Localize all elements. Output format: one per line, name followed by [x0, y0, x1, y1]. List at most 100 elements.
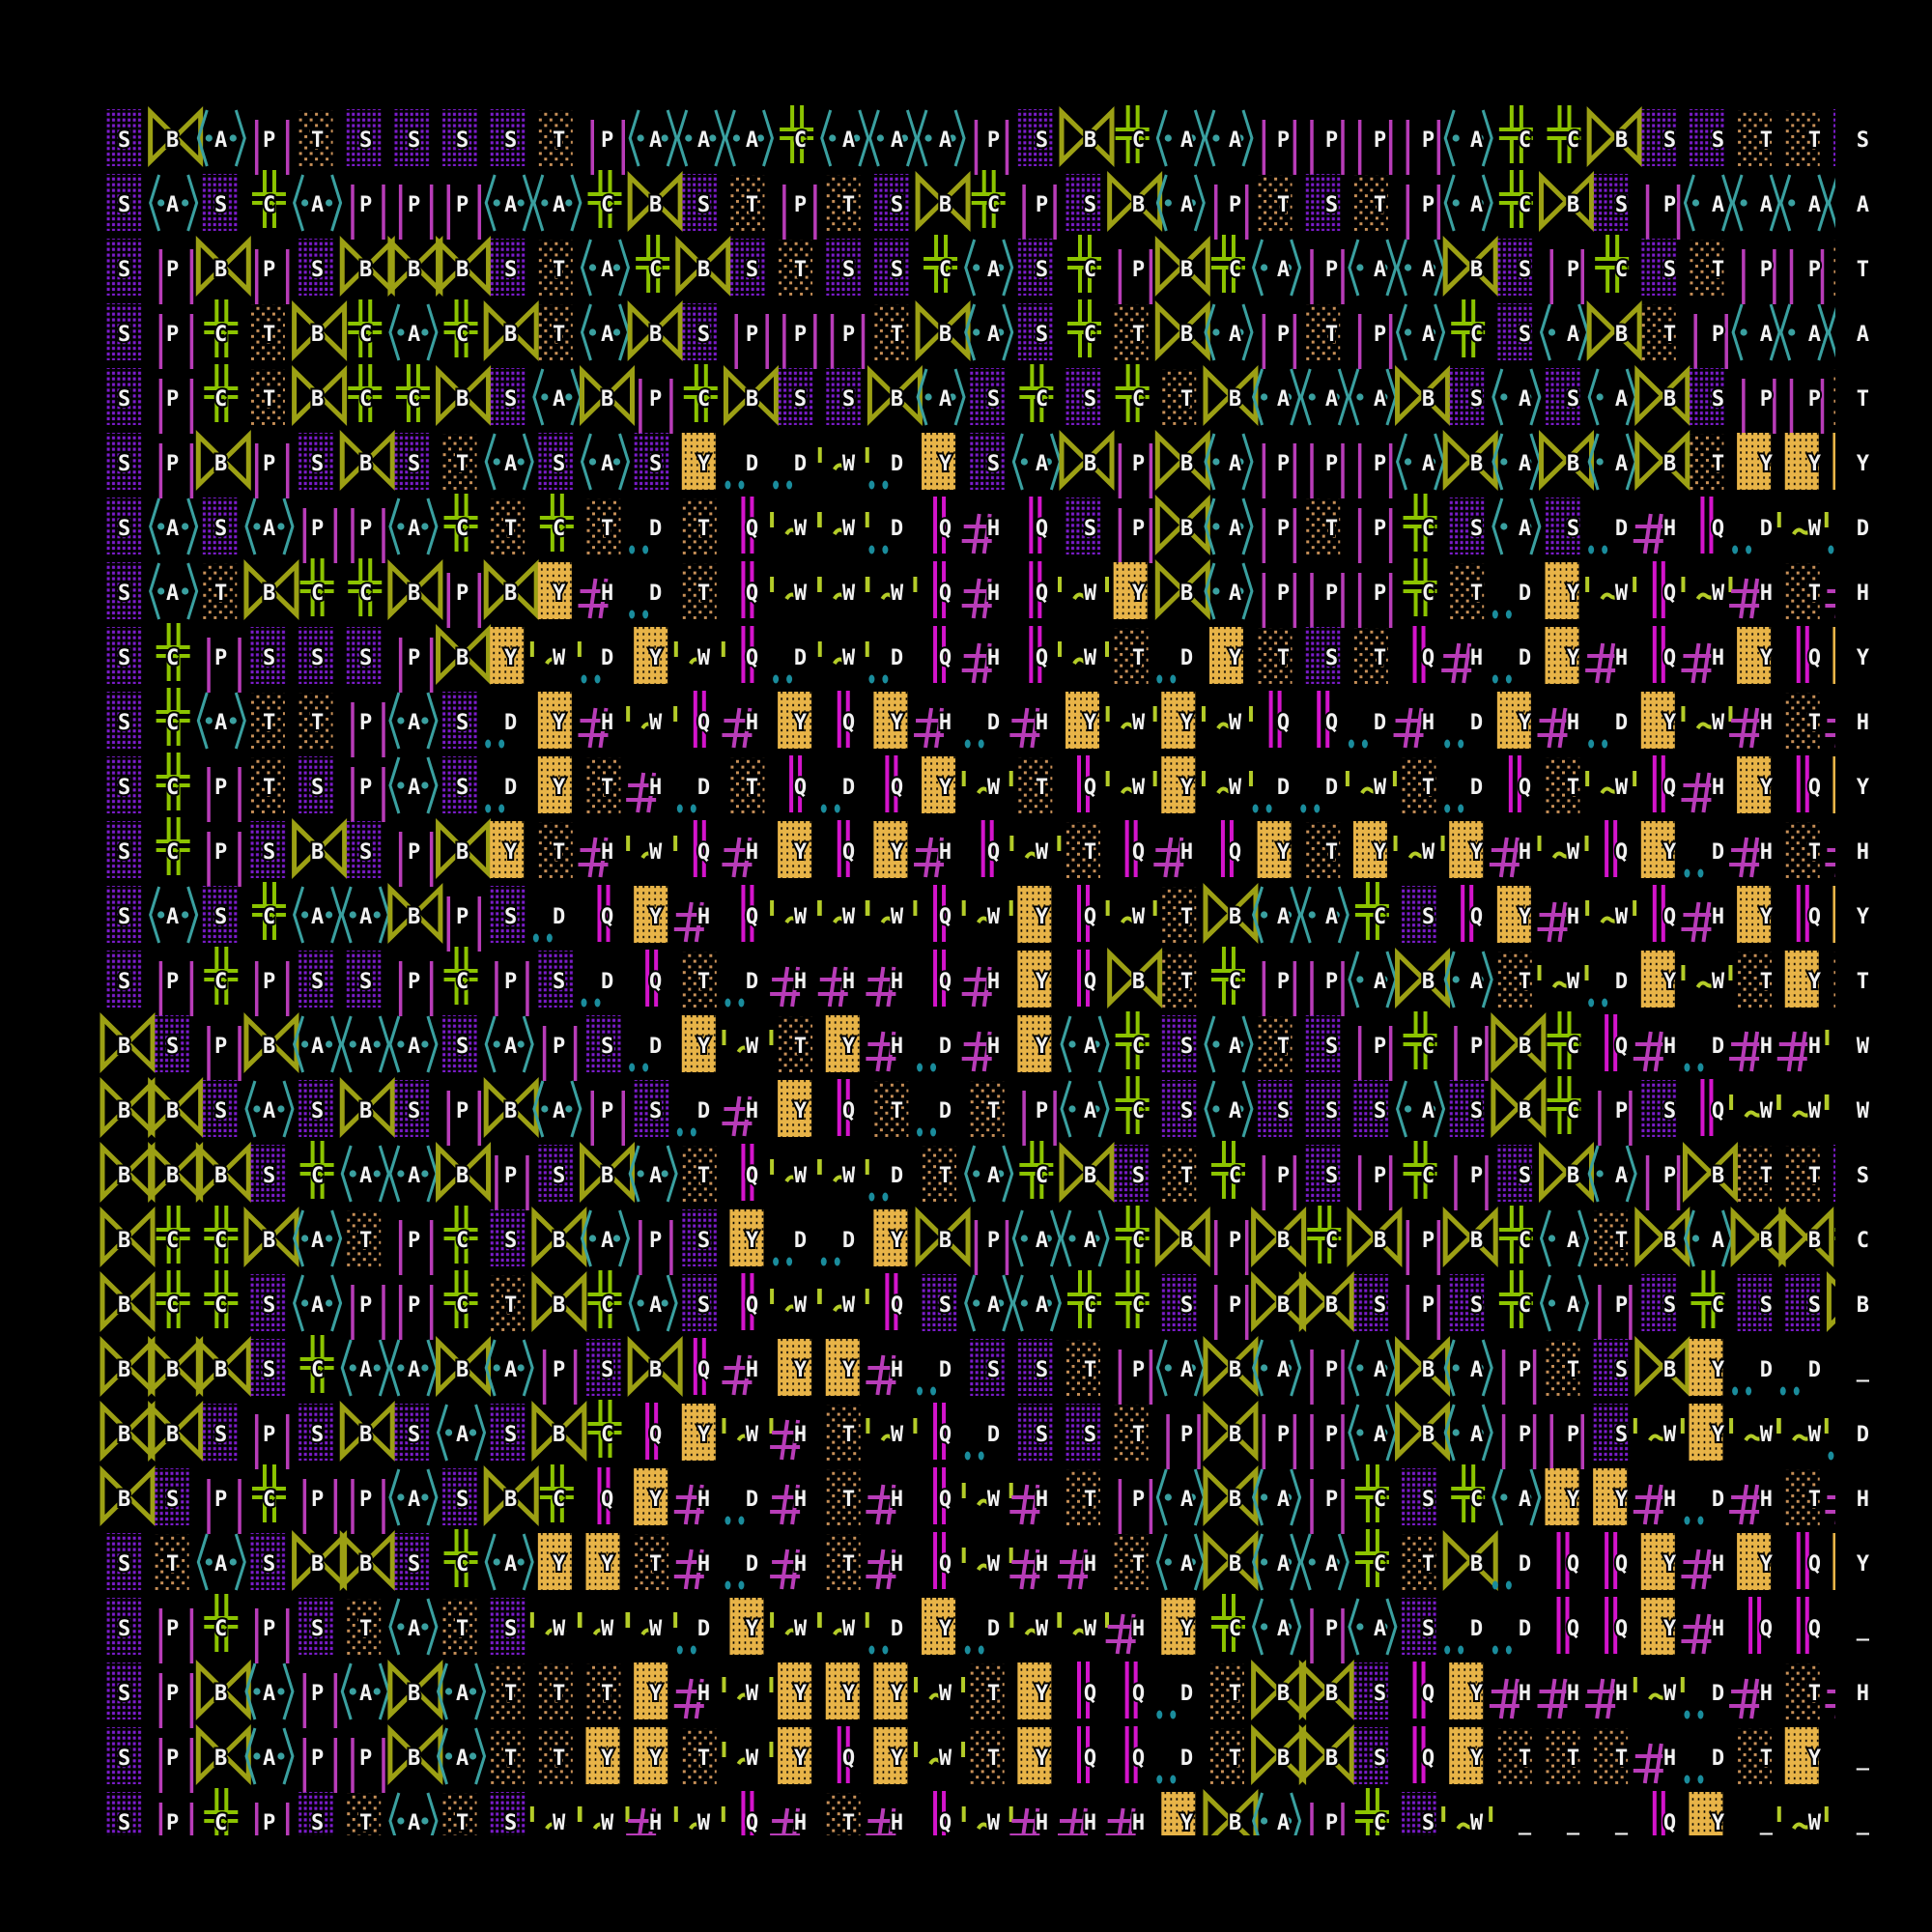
glyph-double-dot-teal — [868, 1645, 889, 1655]
glyph-angle-brackets-dots-teal — [388, 756, 439, 814]
glyph-solid-block-gold — [490, 627, 525, 684]
glyph-bowtie-olive — [387, 883, 443, 944]
glyph-narrow-double-bar-magenta — [1700, 497, 1714, 554]
glyph-quote-tilde-quote-yellowgreen — [722, 1677, 774, 1701]
glyph-solid-block-gold — [1833, 756, 1835, 813]
glyph-narrow-double-bar-magenta — [1412, 1726, 1426, 1783]
glyph-dense-dot-block-purple — [537, 433, 575, 490]
glyph-double-cross-green — [443, 494, 478, 552]
glyph-bowtie-olive — [1539, 1142, 1594, 1203]
glyph-bowtie-olive — [99, 1465, 156, 1526]
glyph-bowtie-olive — [1203, 883, 1259, 944]
glyph-bowtie-olive — [1395, 948, 1451, 1009]
glyph-sparse-dot-block-tan — [585, 498, 621, 554]
glyph-solid-block-gold — [634, 1468, 668, 1525]
glyph-wide-double-bar-magenta — [1022, 1091, 1057, 1146]
glyph-wide-double-bar-magenta — [254, 443, 290, 498]
glyph-double-cross-green — [443, 1529, 478, 1587]
glyph-angle-brackets-dots-teal — [293, 1015, 343, 1073]
glyph-quote-tilde-quote-yellowgreen — [961, 1548, 1013, 1572]
glyph-dense-dot-block-purple — [298, 1598, 335, 1655]
glyph-solid-block-gold — [922, 1598, 956, 1655]
glyph-sparse-dot-block-tan — [1017, 757, 1053, 813]
glyph-sparse-dot-block-tan — [681, 1146, 717, 1202]
glyph-angle-brackets-dots-teal — [1252, 886, 1302, 944]
glyph-dense-dot-block-purple — [1065, 1404, 1102, 1461]
glyph-wide-double-bar-magenta — [1645, 185, 1681, 240]
glyph-angle-brackets-dots-teal — [149, 174, 199, 232]
glyph-dense-dot-block-purple — [202, 174, 240, 231]
glyph-row-code: SCATTPASDYHWQHYQYHDHYWYWQQDHDYHDYWHTH — [118, 711, 1869, 735]
glyph-dense-dot-block-purple — [298, 239, 335, 296]
glyph-dense-dot-block-purple — [1640, 239, 1678, 296]
glyph-dense-dot-block-purple — [346, 951, 384, 1008]
glyph-dense-dot-block-purple — [825, 239, 863, 296]
glyph-row-code: SBAPTSSSSTPAAACAAAPSBCAAPPPPACCBSSTTS — [118, 128, 1869, 153]
glyph-hash-magenta — [866, 1031, 898, 1072]
glyph-row — [106, 882, 1835, 952]
glyph-hash-magenta — [1058, 1548, 1090, 1590]
glyph-solid-block-gold — [1161, 692, 1196, 749]
glyph-wide-double-bar-magenta — [1310, 120, 1345, 175]
glyph-solid-block-gold — [1737, 886, 1772, 943]
glyph-bowtie-olive — [1682, 1142, 1738, 1203]
glyph-double-cross-green — [1115, 1270, 1150, 1328]
glyph-sparse-dot-block-tan — [346, 1793, 382, 1835]
glyph-double-cross-green — [1834, 1228, 1835, 1240]
glyph-grid — [99, 105, 1835, 1835]
glyph-quote-tilde-quote-yellowgreen — [1537, 965, 1589, 989]
glyph-wide-double-bar-magenta — [1406, 1220, 1441, 1275]
glyph-dense-dot-block-purple — [393, 433, 431, 490]
glyph-bowtie-olive — [1634, 365, 1690, 426]
glyph-hash-magenta — [1009, 1807, 1042, 1835]
glyph-solid-block-gold — [825, 1339, 860, 1396]
glyph-double-cross-green — [1019, 364, 1054, 422]
glyph-sparse-dot-block-tan — [922, 1146, 957, 1202]
glyph-dense-dot-block-purple — [346, 627, 384, 684]
glyph-dense-dot-block-purple — [298, 1080, 335, 1137]
glyph-double-cross-green — [1354, 1788, 1389, 1835]
glyph-sparse-dot-block-tan — [681, 498, 717, 554]
glyph-quote-tilde-quote-yellowgreen — [914, 1677, 966, 1701]
glyph-row-code: SASCAPPPAACBSTPTSBCPSBAPTSTPACBSPAAAA — [118, 193, 1869, 217]
glyph-bowtie-olive — [436, 1336, 492, 1397]
glyph-solid-block-gold — [1017, 1015, 1052, 1072]
glyph-dense-dot-block-purple — [729, 239, 767, 296]
glyph-dense-dot-block-purple — [106, 951, 143, 1008]
glyph-hash-magenta — [1537, 1678, 1570, 1719]
glyph-double-dot-teal — [1588, 998, 1608, 1008]
glyph-bowtie-olive — [915, 300, 971, 361]
glyph-wide-double-bar-magenta — [542, 1350, 578, 1405]
glyph-angle-brackets-dots-teal — [388, 1468, 439, 1526]
glyph-quote-tilde-quote-yellowgreen — [1058, 641, 1109, 666]
glyph-solid-block-gold — [1833, 433, 1835, 490]
glyph-angle-brackets-dots-teal — [293, 1274, 343, 1332]
glyph-solid-block-gold — [873, 692, 908, 749]
glyph-double-cross-green — [251, 170, 286, 228]
glyph-hash-magenta — [1441, 642, 1474, 684]
glyph-wide-double-bar-magenta — [207, 1479, 242, 1534]
glyph-dense-dot-block-purple — [202, 497, 240, 554]
glyph-narrow-double-bar-magenta — [1124, 820, 1138, 877]
glyph-double-cross-green — [1547, 1076, 1581, 1134]
glyph-quote-tilde-quote-yellowgreen — [866, 1418, 918, 1442]
glyph-sparse-dot-block-tan — [1208, 1663, 1244, 1719]
glyph-double-cross-green — [1547, 1011, 1581, 1069]
glyph-double-cross-green — [1690, 1270, 1725, 1328]
glyph-hash-magenta — [914, 707, 947, 749]
glyph-hash-magenta — [1393, 707, 1426, 749]
glyph-hash-magenta — [1776, 1031, 1809, 1072]
glyph-wide-double-bar-magenta — [1262, 573, 1297, 628]
glyph-dense-dot-block-purple — [1496, 1145, 1534, 1202]
glyph-bowtie-olive — [292, 818, 348, 879]
glyph-wide-double-bar-magenta — [254, 249, 290, 304]
glyph-narrow-double-bar-magenta — [933, 497, 947, 554]
glyph-wide-double-bar-magenta — [158, 1738, 194, 1793]
glyph-bowtie-olive — [627, 300, 683, 361]
glyph-wide-double-bar-magenta — [830, 314, 866, 369]
glyph-angle-brackets-dots-teal — [196, 109, 246, 167]
glyph-sparse-dot-block-tan — [1833, 952, 1835, 1008]
glyph-bowtie-olive — [1491, 1012, 1547, 1073]
glyph-solid-block-gold — [778, 821, 812, 878]
glyph-wide-double-bar-magenta — [1262, 120, 1297, 175]
